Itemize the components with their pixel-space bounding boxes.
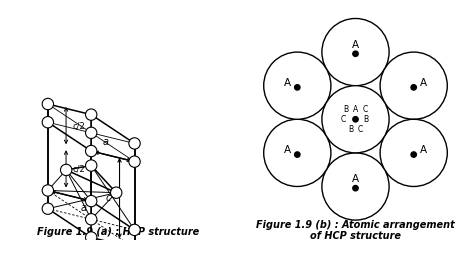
Text: c/2: c/2 <box>73 164 86 173</box>
Text: C: C <box>363 105 368 114</box>
Circle shape <box>42 203 54 214</box>
Text: c/2: c/2 <box>73 121 86 130</box>
Circle shape <box>295 85 300 90</box>
Circle shape <box>322 86 389 153</box>
Circle shape <box>110 187 122 198</box>
Text: A: A <box>420 78 428 88</box>
Circle shape <box>380 52 447 119</box>
Circle shape <box>85 232 97 243</box>
Circle shape <box>264 52 331 119</box>
Circle shape <box>411 152 416 157</box>
Text: B: B <box>343 105 348 114</box>
Circle shape <box>353 185 358 191</box>
Circle shape <box>129 138 140 149</box>
Circle shape <box>85 195 97 207</box>
Circle shape <box>353 116 358 122</box>
Text: c: c <box>105 193 110 203</box>
Circle shape <box>42 185 54 196</box>
Circle shape <box>85 160 97 171</box>
Circle shape <box>129 156 140 167</box>
Circle shape <box>42 116 54 128</box>
Circle shape <box>411 85 416 90</box>
Circle shape <box>322 153 389 220</box>
Circle shape <box>85 214 97 225</box>
Text: a: a <box>81 203 87 213</box>
Text: A: A <box>352 174 359 184</box>
Text: A: A <box>420 145 428 155</box>
Text: a: a <box>103 137 109 147</box>
Text: A: A <box>353 105 358 114</box>
Text: B: B <box>348 125 353 134</box>
Circle shape <box>42 98 54 110</box>
Circle shape <box>61 164 72 176</box>
Circle shape <box>85 127 97 139</box>
Circle shape <box>380 119 447 186</box>
Circle shape <box>295 152 300 157</box>
Circle shape <box>129 242 140 254</box>
Text: Figure 1.9 (a) : HCP structure: Figure 1.9 (a) : HCP structure <box>37 227 200 237</box>
Circle shape <box>264 119 331 186</box>
Circle shape <box>85 145 97 157</box>
Text: C: C <box>341 115 346 124</box>
Circle shape <box>85 109 97 120</box>
Text: A: A <box>352 40 359 50</box>
Circle shape <box>129 224 140 235</box>
Text: Figure 1.9 (b) : Atomic arrangement
of HCP structure: Figure 1.9 (b) : Atomic arrangement of H… <box>256 220 455 241</box>
Text: C: C <box>358 125 363 134</box>
Text: A: A <box>283 78 291 88</box>
Circle shape <box>353 51 358 57</box>
Text: A: A <box>283 145 291 155</box>
Circle shape <box>322 18 389 86</box>
Text: B: B <box>363 115 368 124</box>
